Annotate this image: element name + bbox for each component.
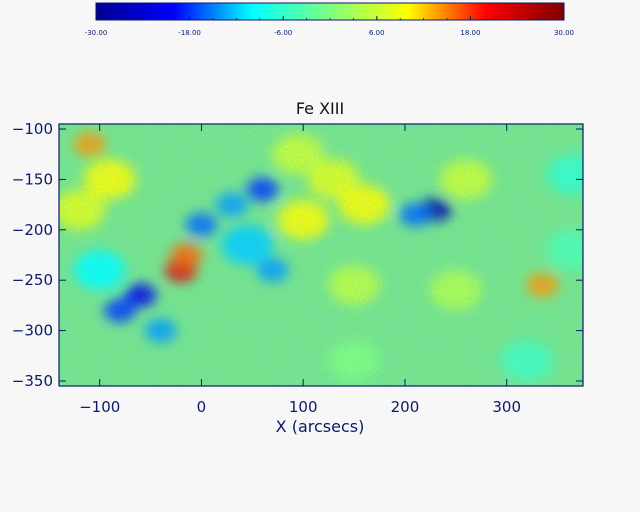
plot-frame [58,123,584,387]
colorbar-tick-label: 30.00 [554,29,574,37]
chart-title: Fe XIII [296,99,344,118]
x-axis-label: X (arcsecs) [276,417,365,436]
x-tick-label: −100 [79,398,120,416]
x-tick-label: 300 [492,398,521,416]
x-tick-label: 100 [289,398,318,416]
x-tick-label: 200 [391,398,420,416]
y-tick-label: −300 [12,322,53,340]
colorbar-gradient [95,2,565,21]
y-tick-label: −250 [12,271,53,289]
plot-area [59,124,583,386]
colorbar-tick-label: -30.00 [85,29,108,37]
colorbar-tick-label: 6.00 [369,29,385,37]
y-tick-label: −100 [12,120,53,138]
colorbar: -30.00 -18.00 -6.00 6.00 18.00 30.00 [85,2,574,37]
colorbar-tick-label: -18.00 [178,29,201,37]
colorbar-tick-label: -6.00 [274,29,292,37]
x-tick-label: 0 [197,398,207,416]
heatmap-noise [59,124,583,386]
y-tick-label: −150 [12,170,53,188]
y-tick-label: −350 [12,372,53,390]
y-tick-label: −200 [12,221,53,239]
colorbar-tick-label: 18.00 [460,29,480,37]
